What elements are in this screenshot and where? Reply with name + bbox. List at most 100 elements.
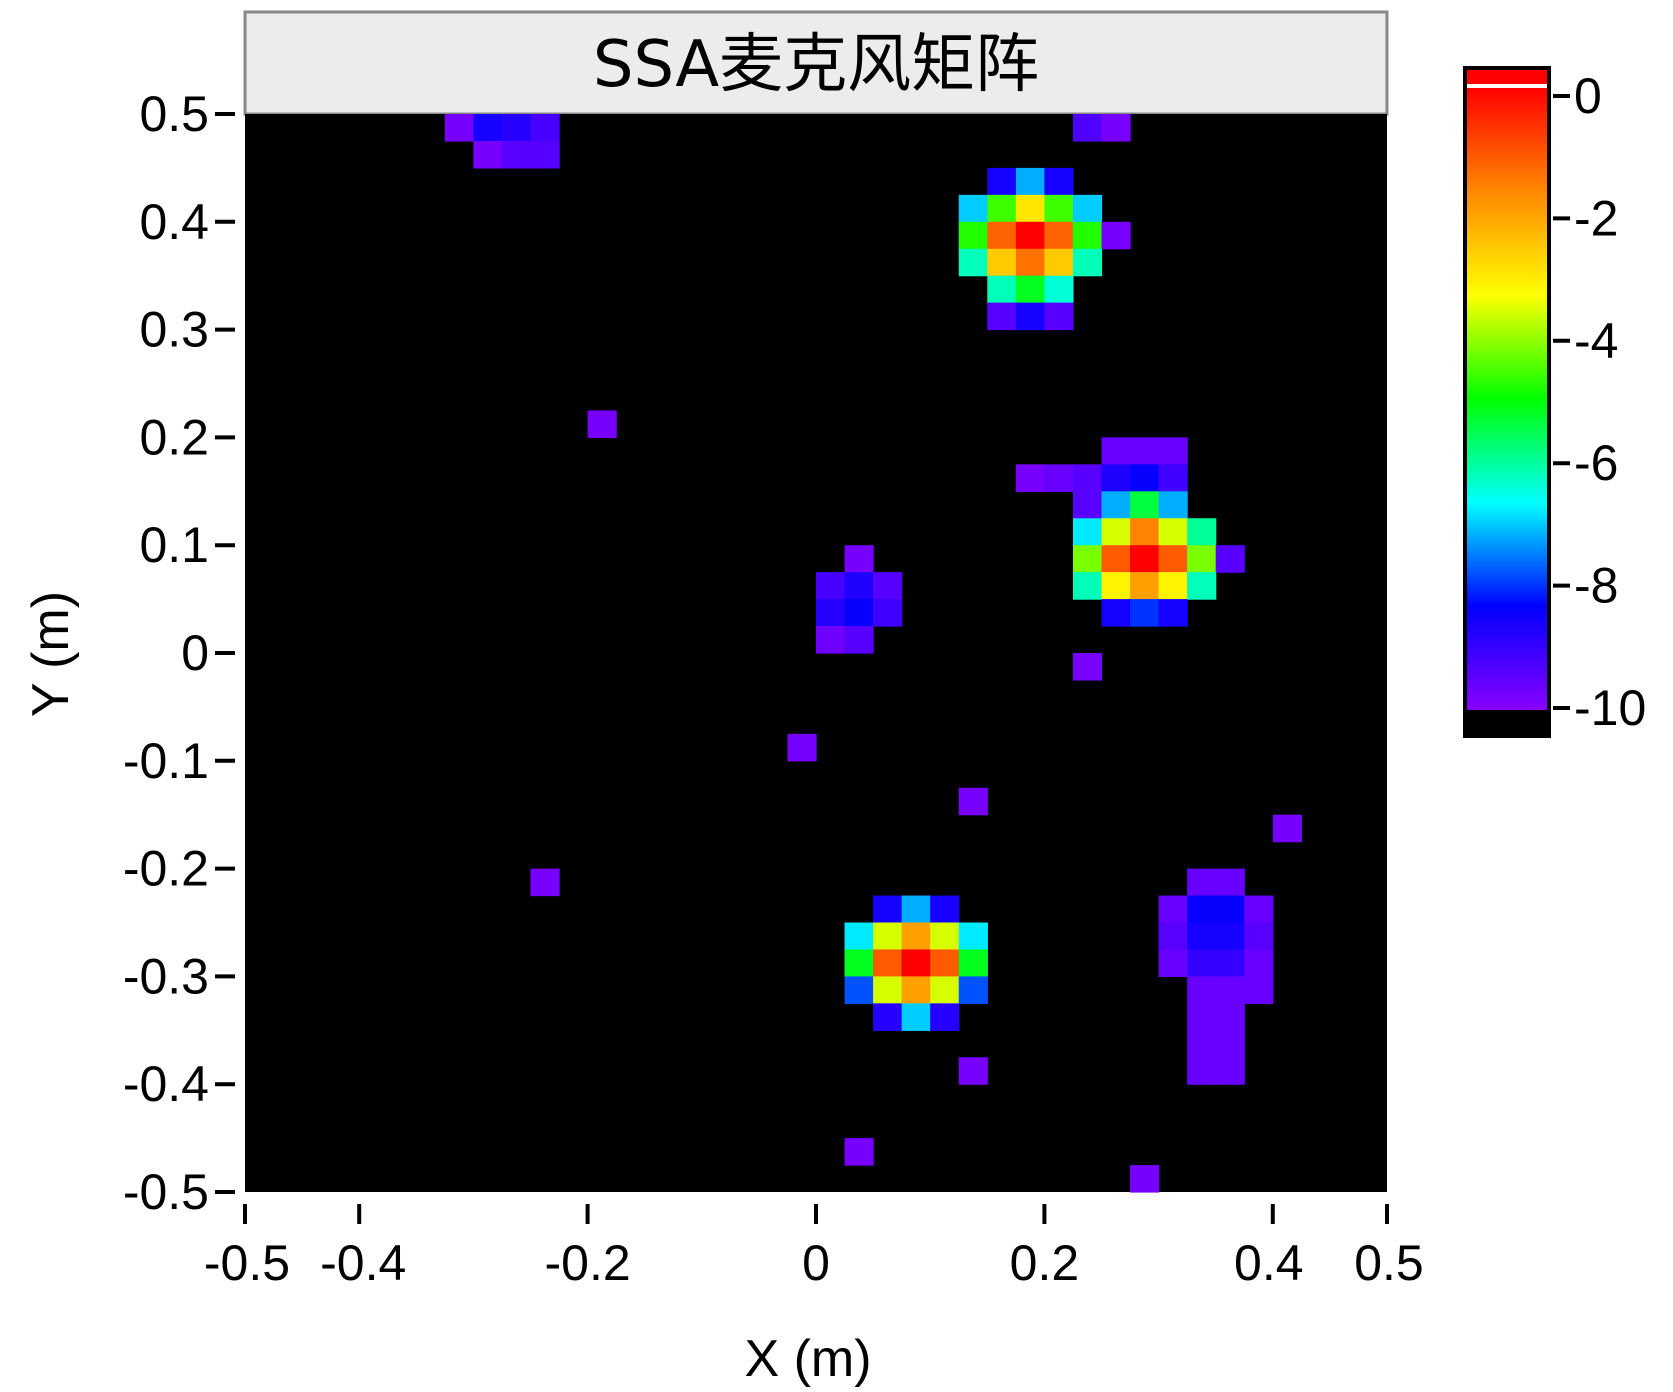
y-tick-label: 0.2 xyxy=(139,409,209,465)
colorbar-tick-label: -2 xyxy=(1574,190,1618,246)
heatmap-cell xyxy=(816,626,846,654)
heatmap-cell xyxy=(901,1003,931,1031)
colorbar-tick-label: -10 xyxy=(1574,680,1646,736)
y-tick-label: 0.4 xyxy=(139,194,209,250)
heatmap-cell xyxy=(930,1003,960,1031)
heatmap-cell xyxy=(844,599,874,627)
heatmap-cell xyxy=(1187,518,1217,546)
heatmap-cell xyxy=(1015,302,1045,331)
y-tick-label: 0.3 xyxy=(139,302,209,358)
heatmap-cell xyxy=(958,1057,988,1085)
heatmap-cell xyxy=(958,221,988,250)
heatmap-cell xyxy=(1215,922,1245,951)
heatmap-cell xyxy=(958,248,988,277)
heatmap-cell xyxy=(1101,545,1131,573)
y-tick-label: -0.3 xyxy=(123,948,209,1004)
heatmap-cell xyxy=(930,922,960,951)
heatmap-cell xyxy=(1044,248,1074,277)
y-axis: 0.5 0.4 0.3 0.2 0.1 0 -0.1 -0.2 -0.3 -0.4 -0.5 xyxy=(123,86,235,1220)
heatmap-cell xyxy=(930,976,960,1004)
heatmap-cell xyxy=(501,114,532,142)
x-tick-label: -0.5 xyxy=(204,1235,290,1291)
heatmap-cell xyxy=(1158,599,1188,627)
heatmap-cell xyxy=(987,248,1017,277)
heatmap-cell xyxy=(1187,895,1217,924)
heatmap-cell xyxy=(1158,491,1188,519)
heatmap-cell xyxy=(1072,114,1103,142)
colorbar-tick-label: -4 xyxy=(1574,313,1618,369)
colorbar: 0 -2 -4 -6 -8 -10 xyxy=(1463,66,1646,738)
heatmap-cell xyxy=(1244,949,1274,977)
heatmap-cell xyxy=(1215,949,1245,977)
heatmap-cell xyxy=(1101,464,1131,492)
heatmap-cell xyxy=(873,599,903,627)
heatmap-cell xyxy=(930,949,960,977)
heatmap-cell xyxy=(1044,167,1074,196)
colorbar-bottom xyxy=(1463,708,1551,736)
heatmap-cell xyxy=(1015,275,1045,304)
heatmap-cell xyxy=(958,194,988,223)
heatmap-cell xyxy=(444,114,474,142)
heatmap-cell xyxy=(1130,491,1160,519)
heatmap-cell xyxy=(816,572,846,600)
heatmap-cell xyxy=(1072,518,1103,546)
heatmap-cell xyxy=(1130,464,1160,492)
heatmap-cell xyxy=(501,140,532,169)
heatmap-cell xyxy=(1272,814,1302,843)
heatmap-cell xyxy=(1072,194,1103,223)
x-tick-label: -0.2 xyxy=(545,1235,631,1291)
title-bar xyxy=(243,10,1389,116)
heatmap-cell xyxy=(1044,302,1074,331)
heatmap-cell xyxy=(1015,221,1045,250)
heatmap-cell xyxy=(473,140,503,169)
heatmap-cell xyxy=(1130,1165,1160,1193)
heatmap-cell xyxy=(1215,895,1245,924)
heatmap-cell xyxy=(1072,653,1103,681)
heatmap-cell xyxy=(844,922,874,951)
heatmap-cell xyxy=(1215,545,1245,573)
y-tick-label: 0.5 xyxy=(139,86,209,142)
heatmap-cell xyxy=(1187,1030,1217,1058)
heatmap-cell xyxy=(1244,976,1274,1004)
x-tick-label: -0.4 xyxy=(320,1235,406,1291)
heatmap-cell xyxy=(1158,545,1188,573)
heatmap-cell xyxy=(1130,437,1160,465)
colorbar-frame xyxy=(1463,66,1551,738)
heatmap-cell xyxy=(1015,194,1045,223)
heatmap-cell xyxy=(1101,599,1131,627)
colorbar-tick-label: -8 xyxy=(1574,558,1618,614)
heatmap-cell xyxy=(1072,491,1103,519)
heatmap-cell xyxy=(987,194,1017,223)
heatmap-cell xyxy=(1187,949,1217,977)
heatmap-cell xyxy=(1015,167,1045,196)
colorbar-tick-label: 0 xyxy=(1574,68,1602,124)
heatmap-cell xyxy=(844,626,874,654)
heatmap-cell xyxy=(873,1003,903,1031)
heatmap-cell xyxy=(1244,895,1274,924)
y-axis-label: Y (m) xyxy=(22,591,80,717)
heatmap-cell xyxy=(1187,976,1217,1004)
heatmap-cell xyxy=(1215,1057,1245,1085)
heatmap-cell xyxy=(844,545,874,573)
x-tick-label: 0.2 xyxy=(1010,1235,1080,1291)
heatmap-cell xyxy=(1215,868,1245,897)
heatmap-cell xyxy=(844,949,874,977)
x-tick-label: 0 xyxy=(802,1235,830,1291)
heatmap-cell xyxy=(1130,545,1160,573)
heatmap-cell xyxy=(1244,922,1274,951)
heatmap-cell xyxy=(1215,1030,1245,1058)
colorbar-ticks: 0 -2 -4 -6 -8 -10 xyxy=(1553,68,1646,736)
heatmap-cell xyxy=(587,410,617,438)
heatmap-cell xyxy=(1158,437,1188,465)
colorbar-gradient xyxy=(1467,88,1547,710)
heatmap-cell xyxy=(873,922,903,951)
heatmap-cell xyxy=(1215,1003,1245,1031)
y-tick-label: 0 xyxy=(181,625,209,681)
x-tick-label: 0.5 xyxy=(1354,1235,1424,1291)
heatmap-cell xyxy=(844,1138,874,1166)
heatmap-cell xyxy=(1187,545,1217,573)
colorbar-top xyxy=(1467,70,1547,84)
heatmap-cell xyxy=(901,922,931,951)
heatmap-cell xyxy=(1187,1057,1217,1085)
